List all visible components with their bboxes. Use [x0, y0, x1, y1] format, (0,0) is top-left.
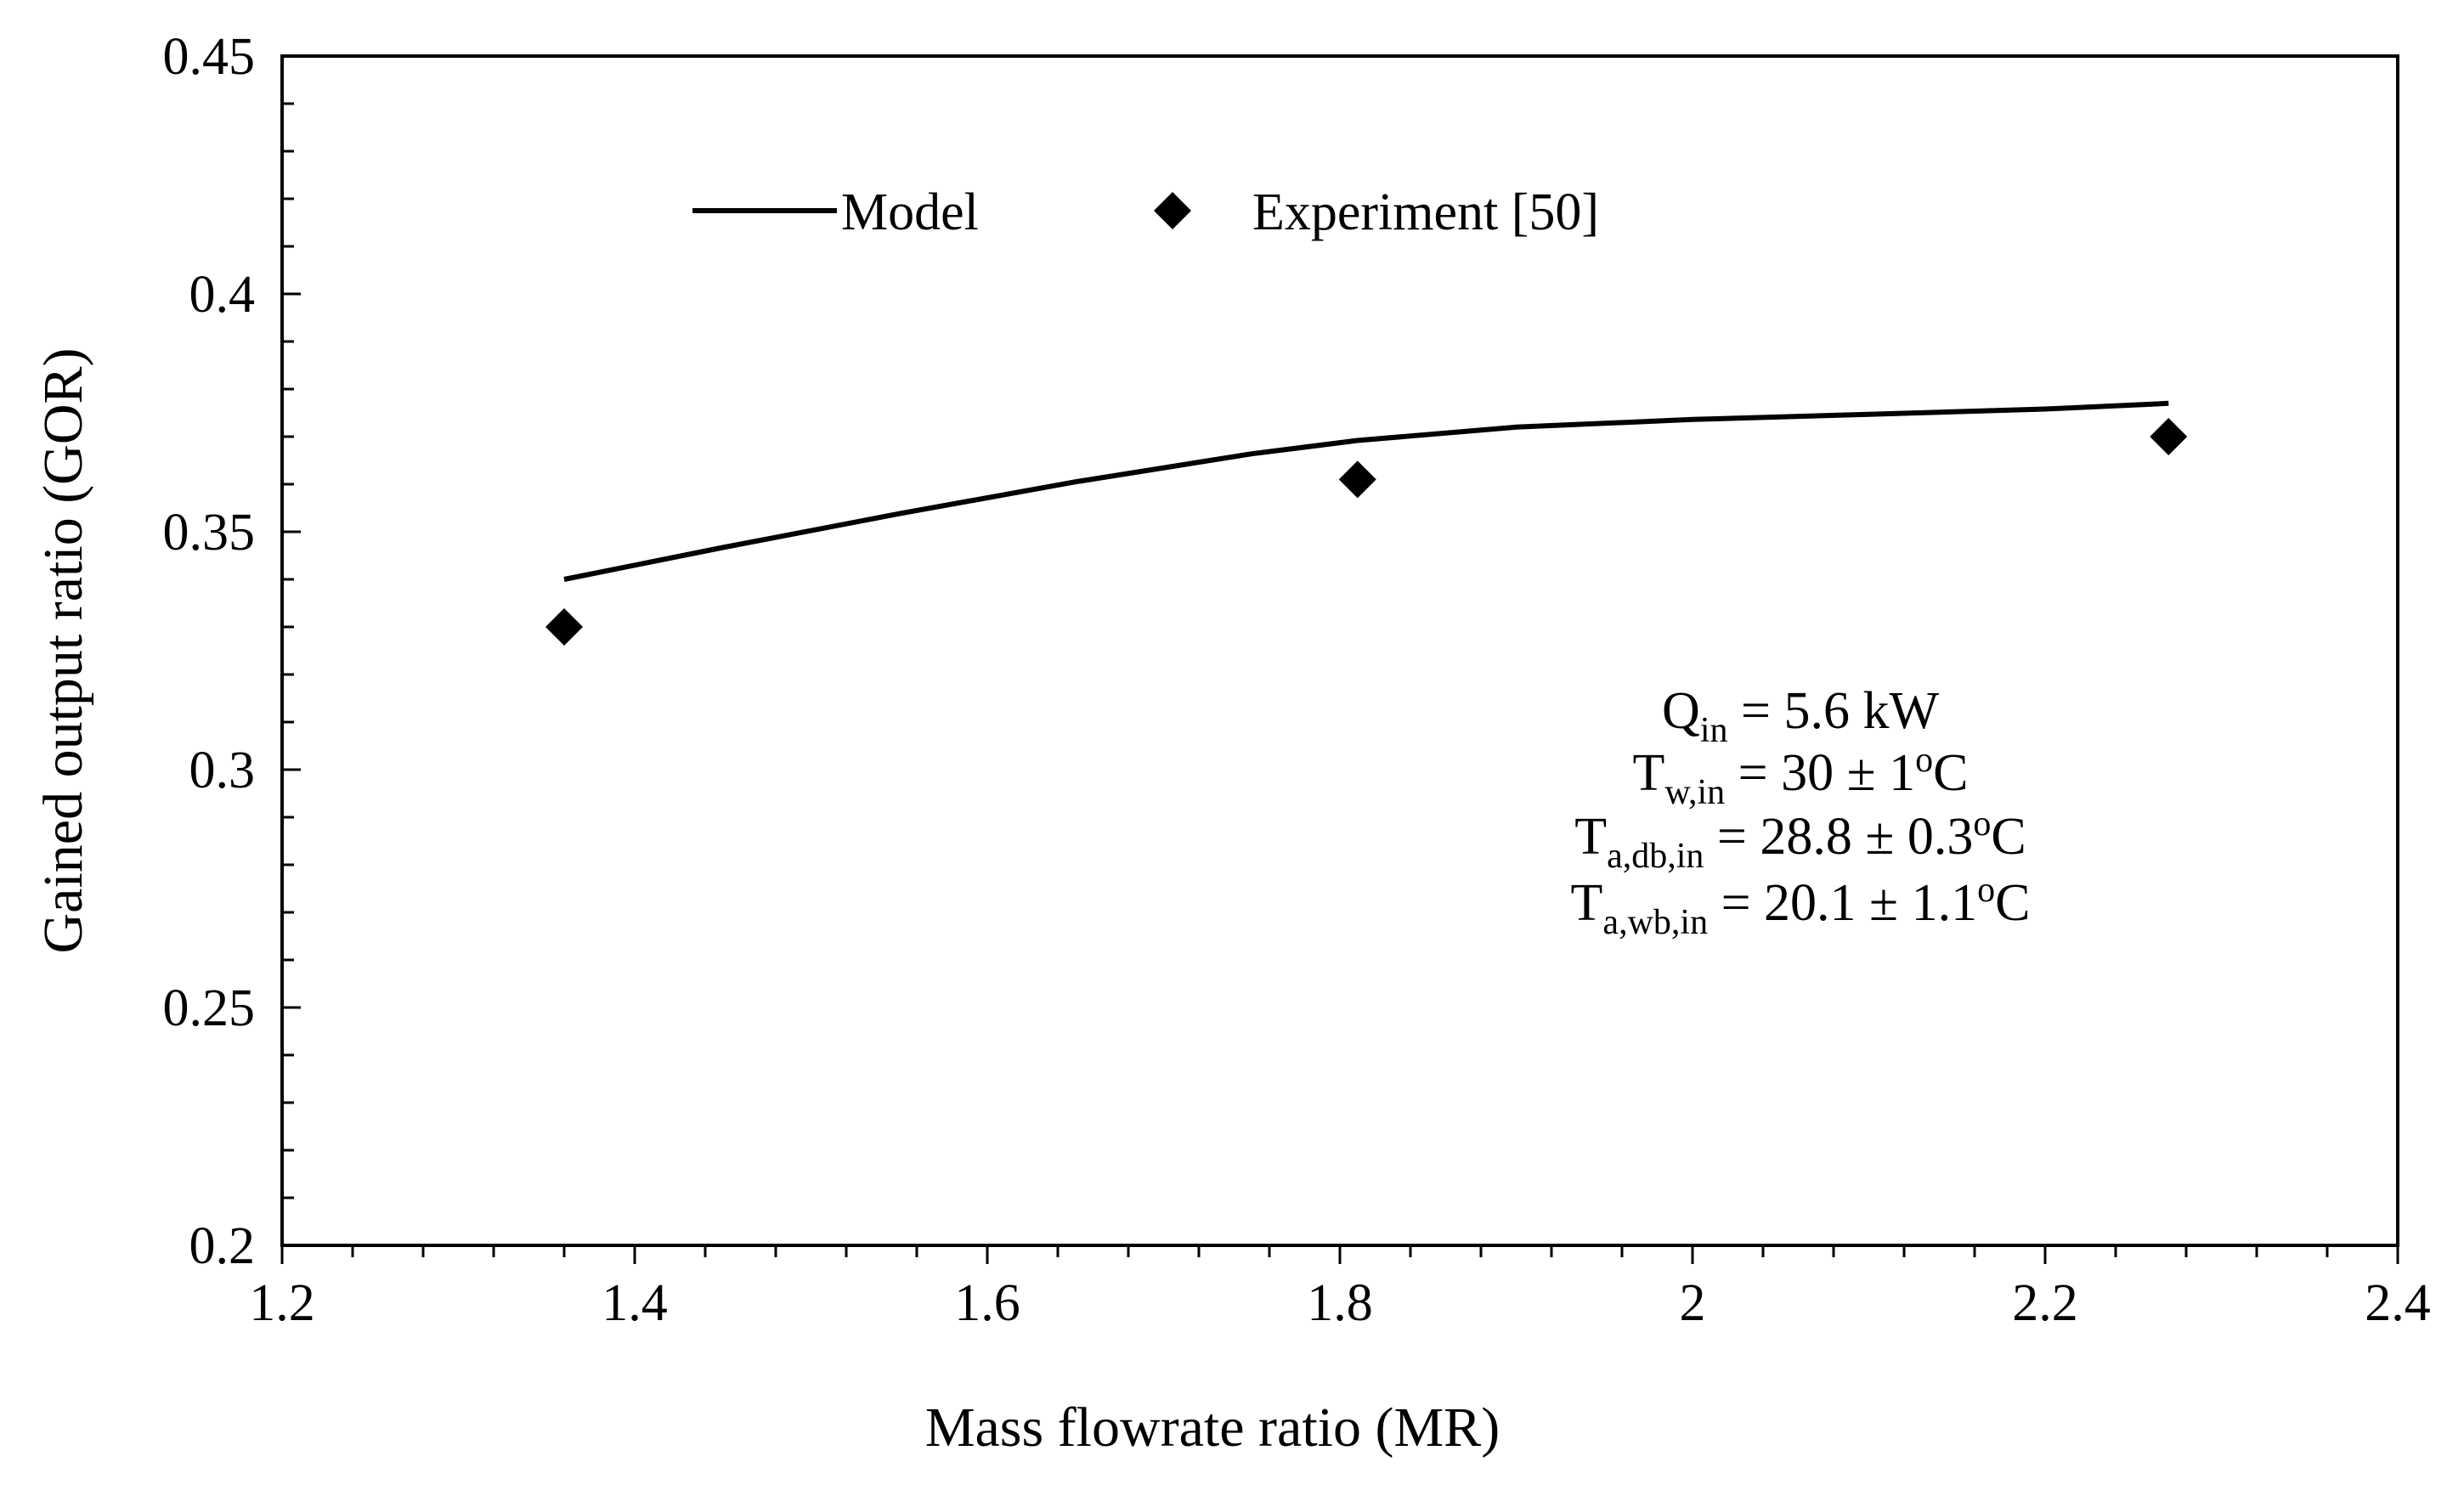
series-layer [545, 400, 2188, 646]
experiment-point [1338, 460, 1376, 499]
anno-0-rest: = 5.6 kW [1727, 682, 1939, 740]
axis-ticks [280, 54, 2399, 1264]
anno-3-rest: = 20.1 ± 1.1 [1708, 874, 1977, 932]
x-tick-label: 2.2 [2012, 1274, 2078, 1332]
x-tick-label: 1.6 [954, 1274, 1020, 1332]
legend-model-label: Model [841, 183, 979, 241]
x-tick-label: 1.8 [1307, 1274, 1373, 1332]
anno-2-rest: = 28.8 ± 0.3 [1704, 808, 1973, 866]
anno-0-main: Q [1662, 682, 1700, 740]
anno-1-sub: w,in [1664, 773, 1725, 812]
x-tick-label: 2.4 [2365, 1274, 2431, 1332]
anno-3-sup: o [1977, 871, 1995, 910]
anno-1-main: T [1632, 744, 1664, 802]
annotation-t-w-in: Tw,in = 30 ± 1oC [1632, 741, 1968, 812]
x-tick-label: 1.2 [249, 1274, 315, 1332]
x-axis-title: Mass flowrate ratio (MR) [925, 1397, 1500, 1459]
legend-experiment-label: Experiment [50] [1252, 183, 1599, 241]
annotation-t-a-wb-in: Ta,wb,in = 20.1 ± 1.1oC [1571, 871, 2031, 942]
anno-2-sup: o [1973, 804, 1991, 844]
anno-2-tail: C [1991, 808, 2026, 866]
y-tick-label: 0.2 [189, 1217, 256, 1275]
axis-tick-labels: 1.2 1.4 1.6 1.8 2 2.2 2.4 0.2 0.25 0.3 0.35 0.4 0.45 [163, 28, 2431, 1332]
annotation-t-a-db-in: Ta,db,in = 28.8 ± 0.3oC [1574, 804, 2026, 876]
conditions-annotation: Qin = 5.6 kW Tw,in = 30 ± 1oC Ta,db,in =… [1571, 682, 2031, 942]
experiment-point [545, 608, 583, 646]
y-tick-label: 0.25 [163, 979, 256, 1037]
annotation-q-in: Qin = 5.6 kW [1662, 682, 1939, 750]
y-tick-label: 0.45 [163, 28, 256, 86]
anno-1-sup: o [1915, 741, 1933, 780]
y-axis-title: Gained output ratio (GOR) [32, 347, 94, 953]
x-tick-label: 1.4 [602, 1274, 668, 1332]
anno-3-sub: a,wb,in [1602, 903, 1708, 942]
anno-1-rest: = 30 ± 1 [1725, 744, 1915, 802]
anno-3-main: T [1571, 874, 1603, 932]
y-tick-label: 0.35 [163, 504, 256, 562]
x-tick-label: 2 [1680, 1274, 1706, 1332]
legend-experiment-marker [1154, 192, 1191, 229]
anno-3-tail: C [1995, 874, 2030, 932]
y-tick-label: 0.3 [189, 742, 256, 799]
y-tick-label: 0.4 [189, 266, 256, 324]
series-model-line [563, 400, 2169, 582]
anno-1-tail: C [1933, 744, 1968, 802]
anno-0-sub: in [1700, 711, 1728, 750]
legend: Model Experiment [50] [692, 183, 1599, 241]
anno-2-sub: a,db,in [1607, 837, 1704, 876]
experiment-point [2150, 418, 2188, 455]
anno-2-main: T [1574, 808, 1607, 866]
